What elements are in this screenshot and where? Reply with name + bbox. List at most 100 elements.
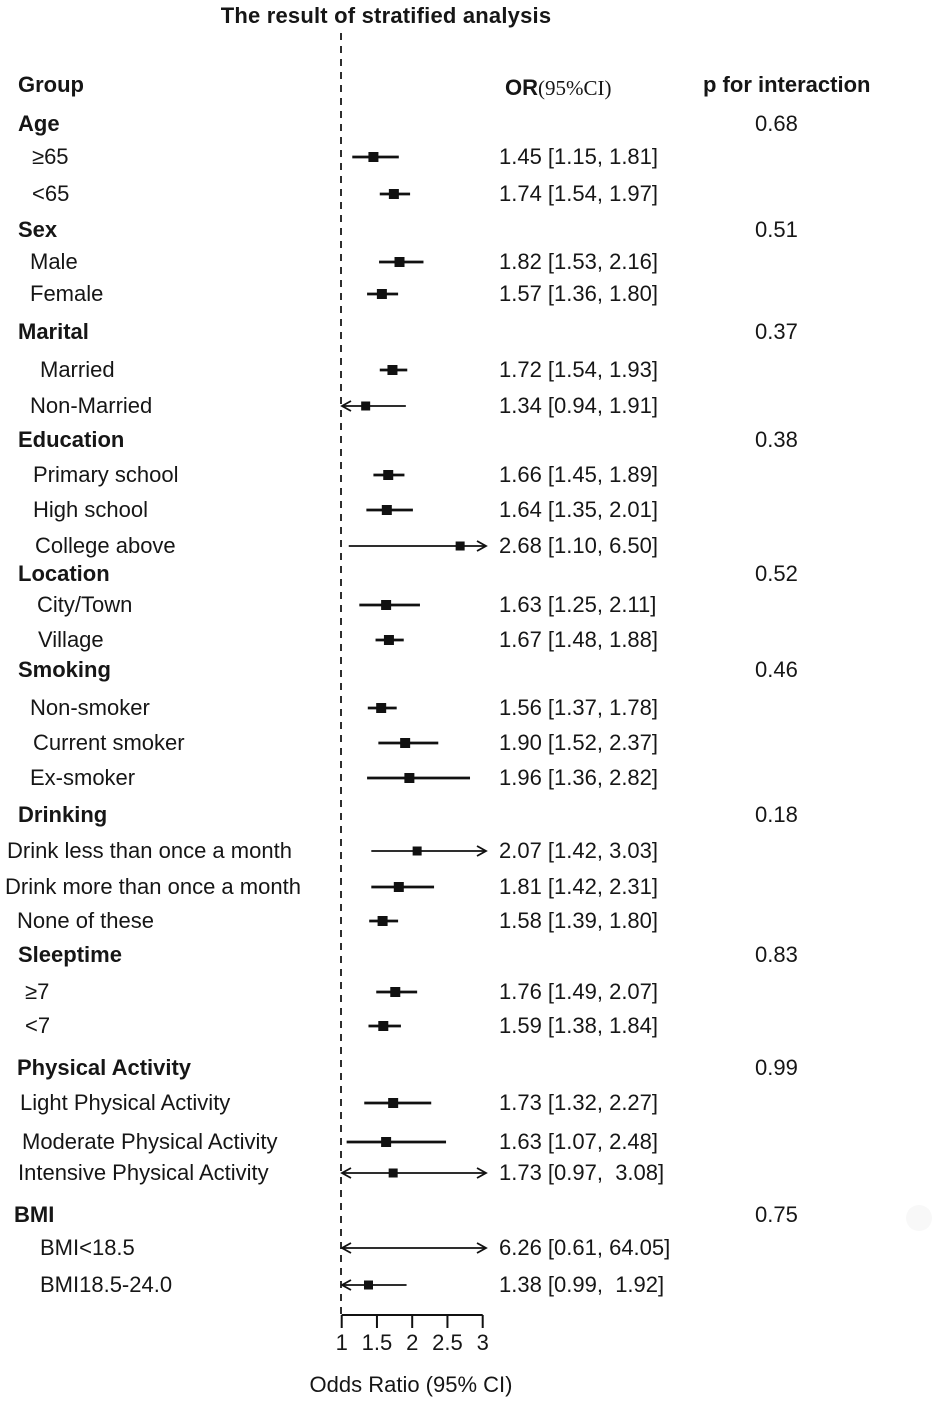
or-ci-value: 1.64 [1.35, 2.01] xyxy=(499,497,659,522)
or-ci-value: 1.67 [1.48, 1.88] xyxy=(499,627,659,652)
arrow-right-icon xyxy=(476,540,488,552)
or-ci-value: 1.82 [1.53, 2.16] xyxy=(499,249,659,274)
or-ci-value: 1.57 [1.36, 1.80] xyxy=(499,281,659,306)
or-ci-value: 1.58 [1.39, 1.80] xyxy=(499,908,659,933)
forest-row: Light Physical Activity 1.73 [1.32, 2.27] xyxy=(0,1085,935,1121)
group-row: Age 0.68 xyxy=(0,106,935,142)
x-axis-line xyxy=(340,1314,484,1328)
ci-plot xyxy=(367,289,399,299)
or-marker xyxy=(383,470,394,480)
or-ci-value: 1.63 [1.25, 2.11] xyxy=(499,592,657,617)
forest-row: Current smoker 1.90 [1.52, 2.37] xyxy=(0,725,935,761)
or-ci-value: 1.96 [1.36, 2.82] xyxy=(499,765,659,790)
or-marker xyxy=(381,505,392,515)
p-interaction-value: 0.18 xyxy=(755,802,798,827)
row-label: Drink less than once a month xyxy=(7,838,292,863)
or-marker xyxy=(381,1137,392,1147)
forest-row: None of these 1.58 [1.39, 1.80] xyxy=(0,903,935,939)
ci-plot xyxy=(366,505,413,515)
ci-plot xyxy=(346,1137,447,1147)
ci-plot xyxy=(379,257,424,267)
row-label: <65 xyxy=(32,181,70,206)
decorative-dot xyxy=(906,1205,932,1231)
forest-row: Primary school 1.66 [1.45, 1.89] xyxy=(0,457,935,493)
or-marker xyxy=(368,152,379,162)
x-axis-title: Odds Ratio (95% CI) xyxy=(309,1372,513,1397)
or-marker xyxy=(361,401,371,411)
p-interaction-value: 0.38 xyxy=(755,427,798,452)
or-ci-value: 2.07 [1.42, 3.03] xyxy=(499,838,659,863)
forest-row: High school 1.64 [1.35, 2.01] xyxy=(0,492,935,528)
forest-row: BMI<18.5 6.26 [0.61, 64.05] xyxy=(0,1230,935,1266)
ci-plot xyxy=(352,152,399,162)
or-marker xyxy=(394,257,405,267)
ci-plot xyxy=(340,1279,407,1291)
group-row: Sex 0.51 xyxy=(0,212,935,248)
ci-plot xyxy=(340,1242,488,1254)
or-marker xyxy=(383,635,394,645)
forest-row: City/Town 1.63 [1.25, 2.11] xyxy=(0,587,935,623)
or-ci-value: 1.73 [1.32, 2.27] xyxy=(499,1090,659,1115)
column-header-p-interaction: p for interaction xyxy=(703,72,871,97)
arrow-left-icon xyxy=(340,1167,352,1179)
axis-tick-label: 2 xyxy=(406,1330,419,1355)
or-ci-value: 1.90 [1.52, 2.37] xyxy=(499,730,659,755)
forest-row: ≥65 1.45 [1.15, 1.81] xyxy=(0,139,935,175)
or-marker xyxy=(376,289,387,299)
row-label: Non-Married xyxy=(30,393,153,418)
reference-line-or1 xyxy=(340,33,342,1315)
p-interaction-value: 0.52 xyxy=(755,561,798,586)
ci-plot xyxy=(375,635,404,645)
column-header-group: Group xyxy=(18,72,84,97)
or-ci-value: 1.63 [1.07, 2.48] xyxy=(499,1129,659,1154)
axis-tick-label: 3 xyxy=(476,1330,489,1355)
or-ci-value: 2.68 [1.10, 6.50] xyxy=(499,533,659,558)
row-label: <7 xyxy=(25,1013,51,1038)
forest-row: College above 2.68 [1.10, 6.50] xyxy=(0,528,935,564)
forest-row: Intensive Physical Activity 1.73 [0.97, 3… xyxy=(0,1155,935,1191)
ci-plot xyxy=(348,540,488,552)
group-row: Physical Activity 0.99 xyxy=(0,1050,935,1086)
x-axis xyxy=(330,1307,505,1338)
row-label: BMI18.5-24.0 xyxy=(40,1272,173,1297)
group-row: Drinking 0.18 xyxy=(0,797,935,833)
ci-plot xyxy=(367,703,397,713)
p-interaction-value: 0.51 xyxy=(755,217,798,242)
or-ci-value: 1.38 [0.99, 1.92] xyxy=(499,1272,665,1297)
group-row: Location 0.52 xyxy=(0,556,935,592)
p-interaction-value: 0.75 xyxy=(755,1202,798,1227)
group-row: BMI 0.75 xyxy=(0,1197,935,1233)
forest-row: Drink less than once a month 2.07 [1.42, … xyxy=(0,833,935,869)
axis-tick-label: 2.5 xyxy=(432,1330,463,1355)
row-label: Moderate Physical Activity xyxy=(22,1129,278,1154)
group-label: Drinking xyxy=(18,802,108,827)
row-label: College above xyxy=(35,533,176,558)
or-marker xyxy=(455,541,465,551)
or-ci-value: 1.76 [1.49, 2.07] xyxy=(499,979,659,1004)
or-marker xyxy=(381,600,392,610)
row-label: Male xyxy=(30,249,78,274)
or-header-ci: (95%CI) xyxy=(538,76,612,100)
ci-plot xyxy=(340,1167,488,1179)
ci-plot xyxy=(371,845,488,857)
ci-plot xyxy=(340,400,406,412)
row-label: Light Physical Activity xyxy=(20,1090,231,1115)
group-label: BMI xyxy=(14,1202,55,1227)
row-label: Drink more than once a month xyxy=(5,874,301,899)
ci-plot xyxy=(359,600,420,610)
group-row: Smoking 0.46 xyxy=(0,652,935,688)
or-marker xyxy=(388,1098,399,1108)
group-label: Sex xyxy=(18,217,58,242)
arrow-right-icon xyxy=(476,1242,488,1254)
arrow-left-icon xyxy=(340,400,352,412)
or-marker xyxy=(388,189,399,199)
forest-row: Married 1.72 [1.54, 1.93] xyxy=(0,352,935,388)
or-ci-value: 6.26 [0.61, 64.05] xyxy=(499,1235,671,1260)
group-row: Sleeptime 0.83 xyxy=(0,937,935,973)
row-label: Village xyxy=(38,627,104,652)
row-label: ≥65 xyxy=(32,144,69,169)
p-interaction-value: 0.99 xyxy=(755,1055,798,1080)
group-label: Marital xyxy=(18,319,89,344)
ci-plot xyxy=(376,987,418,997)
or-marker xyxy=(412,846,422,856)
